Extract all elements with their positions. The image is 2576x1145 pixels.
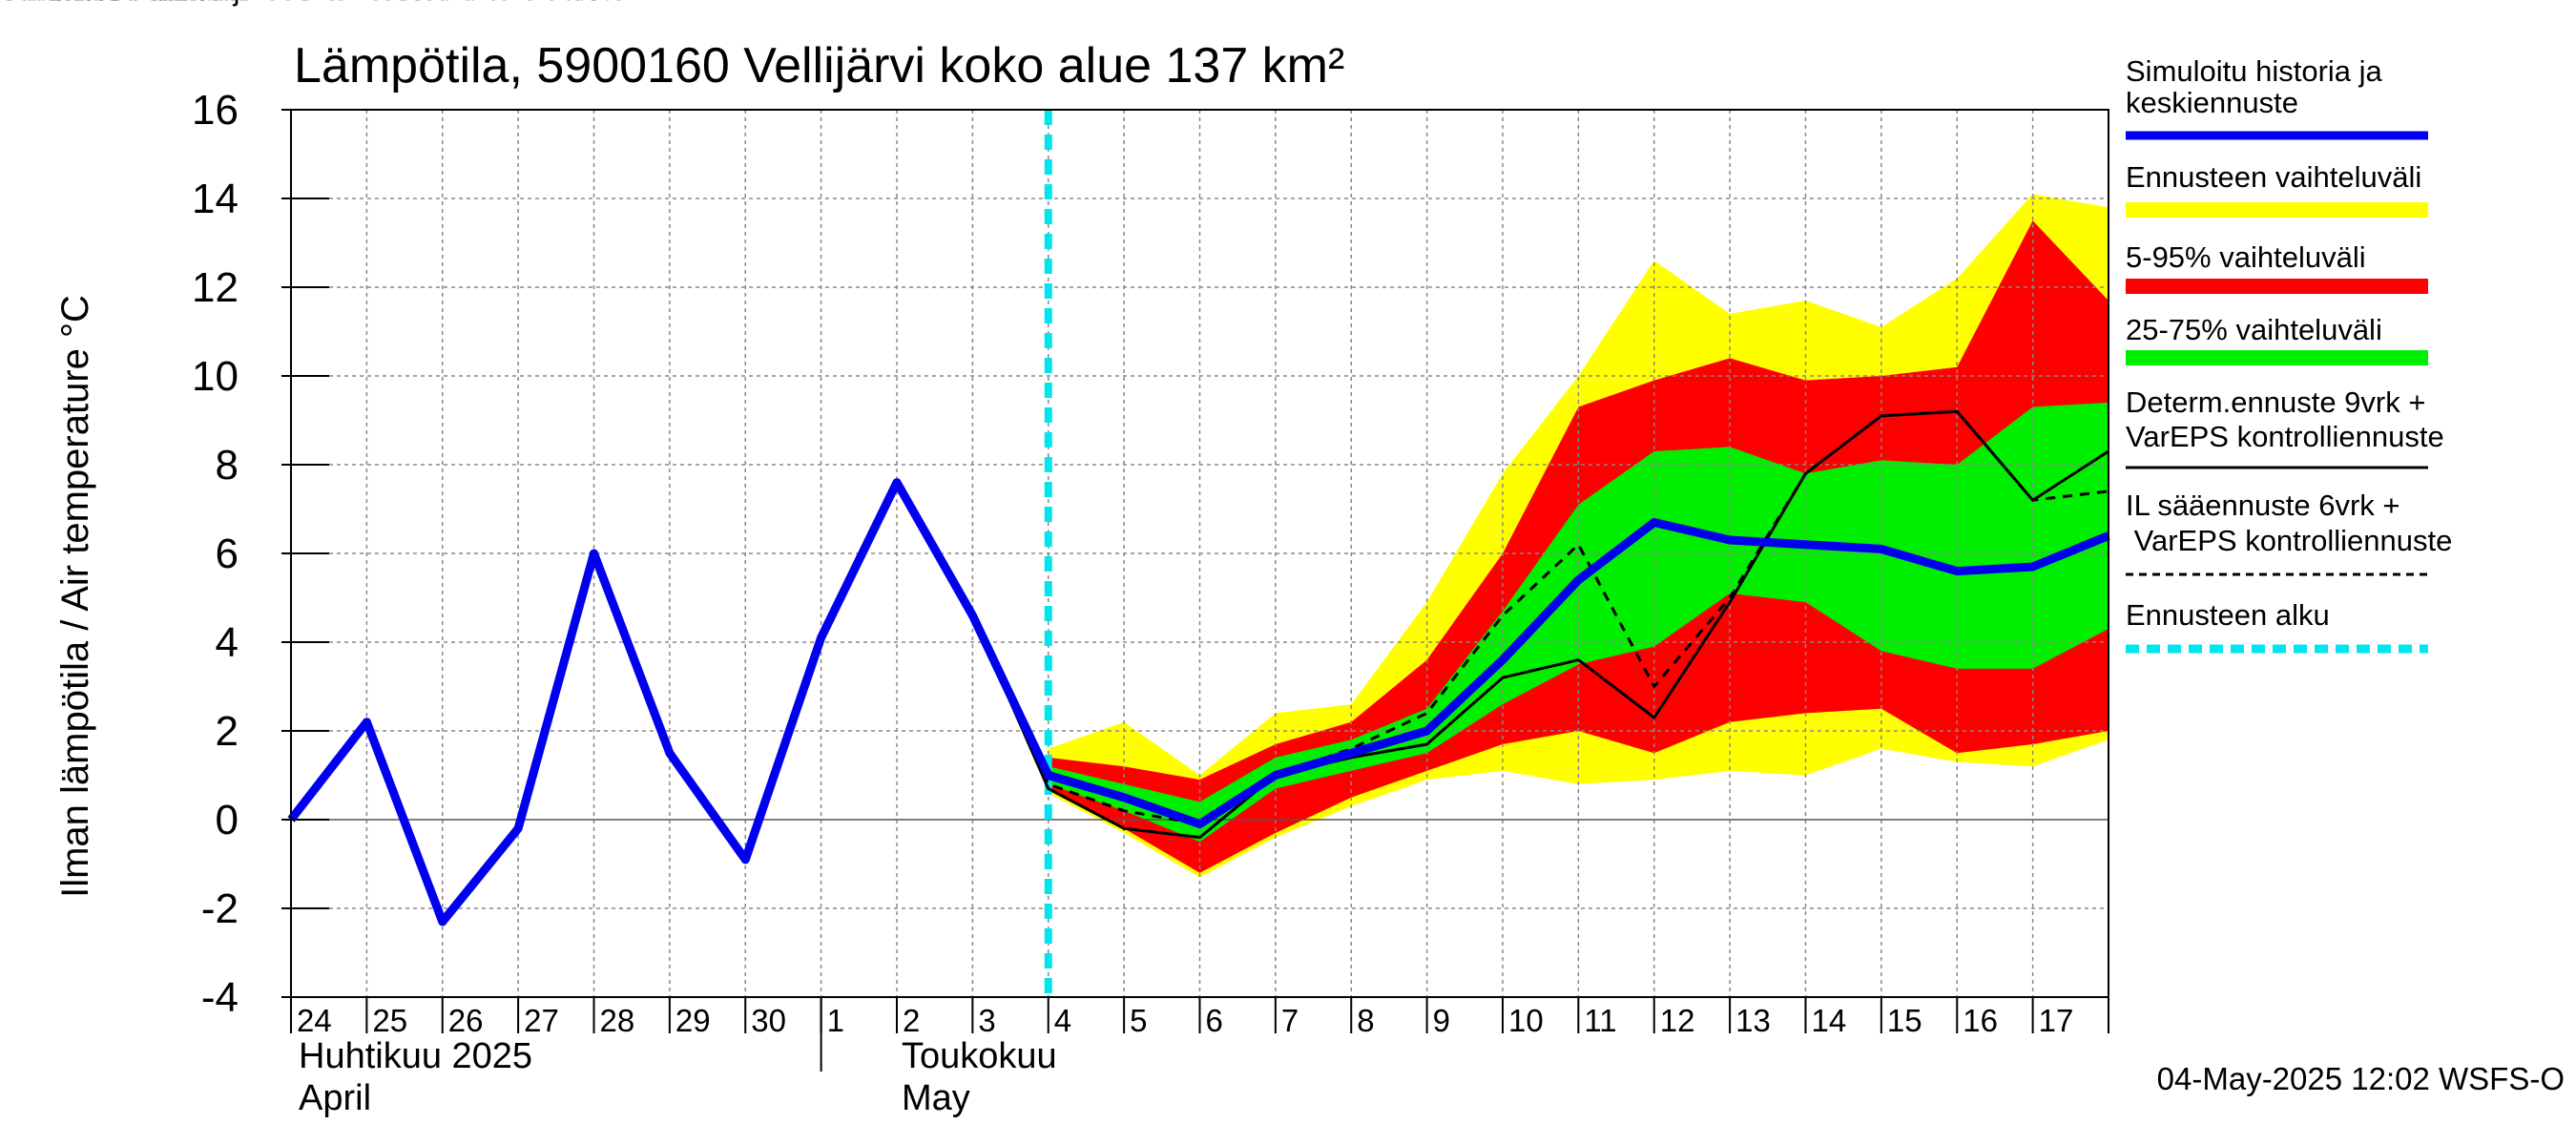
legend-label-line: 5-95% vaihteluväli: [2126, 240, 2366, 274]
legend-label-line: VarEPS kontrolliennuste: [2126, 420, 2444, 453]
legend-label: Ennusteen vaihteluväliEnnusteen vaihtelu…: [0, 0, 2421, 194]
chart-title: Lämpötila, 5900160 Vellijärvi koko alue …: [294, 38, 1344, 94]
y-tick-label: 4: [216, 619, 239, 666]
y-tick-label: 12: [192, 264, 239, 311]
x-tick-label: 24: [297, 1003, 332, 1038]
x-tick-label: 30: [751, 1003, 786, 1038]
x-tick-label: 3: [978, 1003, 995, 1038]
x-tick-label: 5: [1130, 1003, 1147, 1038]
x-tick-label: 14: [1812, 1003, 1847, 1038]
legend-item: Ennusteen vaihteluväliEnnusteen vaihtelu…: [0, 0, 2428, 218]
x-tick-label: 6: [1206, 1003, 1223, 1038]
y-tick-label: 2: [216, 708, 239, 755]
x-tick-label: 13: [1735, 1003, 1771, 1038]
x-tick-label: 11: [1584, 1003, 1616, 1038]
x-tick-label: 2: [903, 1003, 920, 1038]
legend-label-line: VarEPS kontrolliennuste: [2126, 524, 2452, 557]
y-tick-label: 6: [216, 531, 239, 577]
x-tick-label: 27: [524, 1003, 559, 1038]
series-line-2: [895, 409, 2109, 826]
legend-label-line: IL sääennuste 6vrk +: [2126, 489, 2400, 522]
x-tick-label: 28: [600, 1003, 635, 1038]
y-tick-label: 0: [216, 797, 239, 843]
x-tick-label: 1: [827, 1003, 844, 1038]
x-tick-label: 15: [1887, 1003, 1922, 1038]
series-line-0: [287, 478, 2110, 926]
x-tick-label: 8: [1357, 1003, 1374, 1038]
legend-label-line: Simuloitu historia ja: [2126, 54, 2383, 88]
month-label-en: May: [902, 1078, 970, 1118]
y-tick-label: 16: [192, 87, 239, 134]
x-tick-label: 4: [1054, 1003, 1071, 1038]
legend-label-line: Ennusteen vaihteluväli: [2126, 160, 2421, 194]
x-tick-label: 9: [1433, 1003, 1450, 1038]
month-label-fi: Huhtikuu 2025: [299, 1036, 532, 1076]
x-tick-label: 25: [372, 1003, 407, 1038]
y-tick-label: 14: [192, 176, 239, 222]
y-tick-label: -4: [201, 974, 239, 1021]
series-lines: [287, 110, 2110, 997]
x-tick-label: 7: [1281, 1003, 1298, 1038]
legend-label-line: Ennusteen alku: [2126, 598, 2330, 632]
month-label-fi: Toukokuu: [902, 1036, 1057, 1076]
x-tick-label: 16: [1963, 1003, 1998, 1038]
x-tick-label: 10: [1508, 1003, 1544, 1038]
x-tick-label: 26: [448, 1003, 484, 1038]
legend-label-line: 25-75% vaihteluväli: [2126, 313, 2382, 346]
x-tick-label: 29: [675, 1003, 711, 1038]
timestamp: 04-May-2025 12:02 WSFS-O: [2157, 1061, 2565, 1096]
y-tick-label: -2: [201, 885, 239, 932]
x-tick-label: 12: [1660, 1003, 1695, 1038]
legend-label-line: keskiennuste: [2126, 86, 2298, 119]
x-tick-label: 17: [2039, 1003, 2074, 1038]
legend-label-line: Determ.ennuste 9vrk +: [2126, 385, 2425, 419]
y-axis-label: Ilman lämpötila / Air temperature °C: [54, 295, 96, 898]
y-tick-label: 10: [192, 353, 239, 400]
month-label-en: April: [299, 1078, 371, 1118]
y-tick-label: 8: [216, 442, 239, 489]
